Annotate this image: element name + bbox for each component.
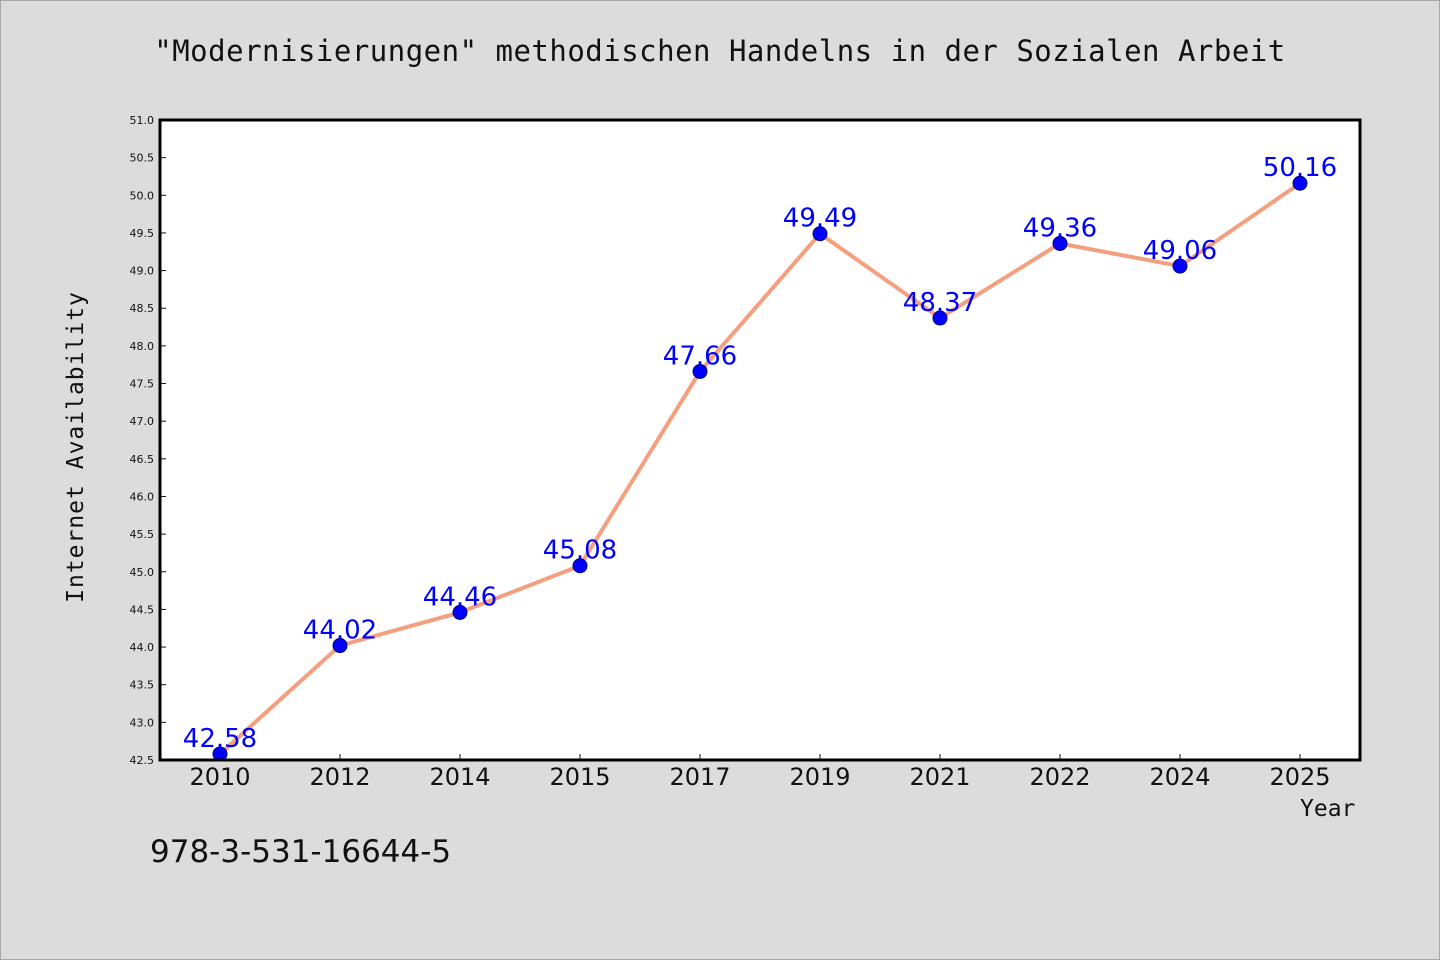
y-tick-label: 45.5	[130, 528, 155, 541]
x-tick-label: 2017	[669, 763, 730, 791]
x-axis-label: Year	[1300, 796, 1356, 822]
series-line	[218, 181, 1302, 756]
data-label: 44.02	[303, 616, 377, 646]
plot-border	[158, 118, 1362, 762]
data-point	[452, 604, 468, 620]
y-tick-label: 46.0	[130, 490, 155, 503]
x-tick-label: 2025	[1269, 763, 1330, 791]
data-point	[332, 638, 348, 654]
y-tick-label: 47.5	[130, 378, 155, 391]
y-tick-label: 44.0	[130, 641, 155, 654]
y-tick-label: 45.0	[130, 566, 155, 579]
data-point	[692, 363, 708, 379]
y-tick-label: 43.5	[130, 679, 155, 692]
y-tick-label: 47.0	[130, 415, 155, 428]
data-point	[1172, 258, 1188, 274]
y-tick-label: 51.0	[130, 114, 155, 127]
data-point	[572, 558, 588, 574]
data-label: 50.16	[1263, 153, 1337, 183]
x-tick-label: 2010	[189, 763, 250, 791]
data-label: 49.49	[783, 204, 857, 234]
y-tick-label: 43.0	[130, 716, 155, 729]
y-tick-label: 50.0	[130, 189, 155, 202]
y-tick-label: 42.5	[130, 754, 155, 767]
data-point	[1052, 235, 1068, 251]
x-tick-label: 2019	[789, 763, 850, 791]
data-label: 47.66	[663, 341, 737, 371]
x-tick-label: 2022	[1029, 763, 1090, 791]
x-tick-label: 2021	[909, 763, 970, 791]
data-label: 49.06	[1143, 236, 1217, 266]
data-label: 44.46	[423, 582, 497, 612]
data-label: 49.36	[1023, 213, 1097, 243]
y-tick-label: 49.5	[130, 227, 155, 240]
y-tick-label: 50.5	[130, 152, 155, 165]
y-tick-label: 48.0	[130, 340, 155, 353]
x-tick-label: 2024	[1149, 763, 1210, 791]
data-point	[1292, 175, 1308, 191]
data-point	[932, 310, 948, 326]
y-tick-label: 44.5	[130, 603, 155, 616]
data-point	[812, 226, 828, 242]
data-label: 45.08	[543, 536, 617, 566]
data-label: 48.37	[903, 288, 977, 318]
y-tick-label: 46.5	[130, 453, 155, 466]
x-tick-label: 2012	[309, 763, 370, 791]
plot-area	[160, 120, 1360, 760]
x-tick-label: 2014	[429, 763, 490, 791]
data-label: 42.58	[183, 724, 257, 754]
chart-title: "Modernisierungen" methodischen Handelns…	[154, 34, 1286, 68]
y-tick-label: 49.0	[130, 265, 155, 278]
x-tick-label: 2015	[549, 763, 610, 791]
isbn-footnote: 978-3-531-16644-5	[150, 834, 452, 870]
y-tick-label: 48.5	[130, 302, 155, 315]
